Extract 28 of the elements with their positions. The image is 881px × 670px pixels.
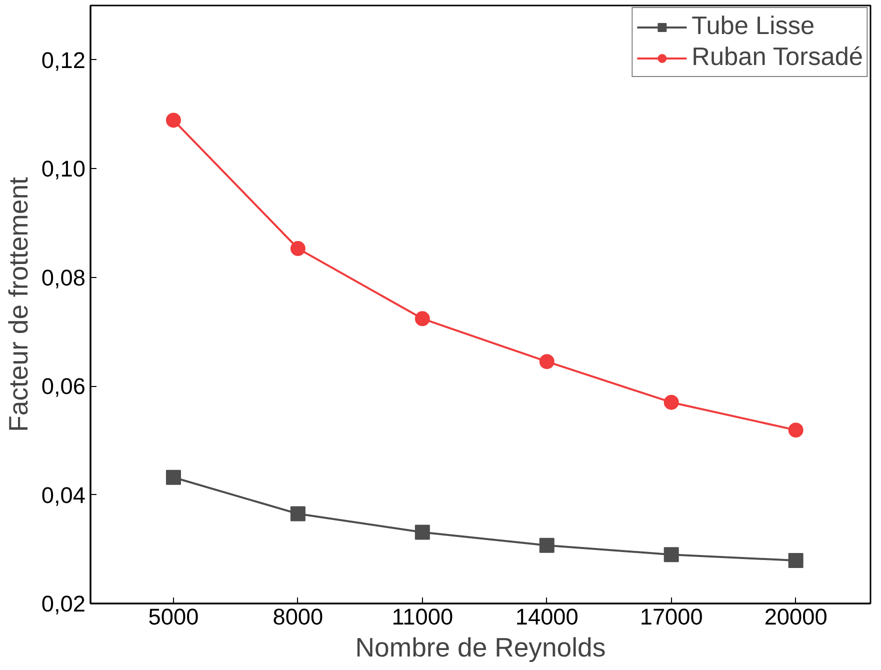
point <box>539 354 554 370</box>
legend-label: Ruban Torsadé <box>692 43 863 72</box>
x-tick-label: 20000 <box>764 604 828 630</box>
x-tick-label: 11000 <box>392 604 454 630</box>
point <box>664 394 679 410</box>
x-axis-title: Nombre de Reynolds <box>355 632 606 662</box>
y-tick-label: 0,10 <box>41 156 86 182</box>
point <box>290 241 306 256</box>
point <box>414 311 430 326</box>
x-tick-label: 17000 <box>640 604 703 630</box>
point <box>166 470 181 485</box>
legend-label: Tube Lisse <box>692 12 815 41</box>
point <box>290 506 306 522</box>
point <box>788 553 804 568</box>
point <box>788 422 804 438</box>
x-tick-label: 8000 <box>272 604 324 630</box>
point <box>539 538 554 553</box>
x-tick-label: 5000 <box>148 604 199 630</box>
x-tick-label: 14000 <box>515 604 578 630</box>
point <box>414 524 430 540</box>
y-tick-label: 0,08 <box>41 264 86 290</box>
y-tick-label: 0,02 <box>41 590 86 616</box>
point <box>166 112 181 128</box>
y-tick-label: 0,12 <box>41 46 86 73</box>
point <box>664 547 679 562</box>
y-tick-label: 0,04 <box>41 482 86 508</box>
y-axis-title: Facteur de frottement <box>3 176 34 432</box>
y-tick-label: 0,06 <box>41 373 86 400</box>
